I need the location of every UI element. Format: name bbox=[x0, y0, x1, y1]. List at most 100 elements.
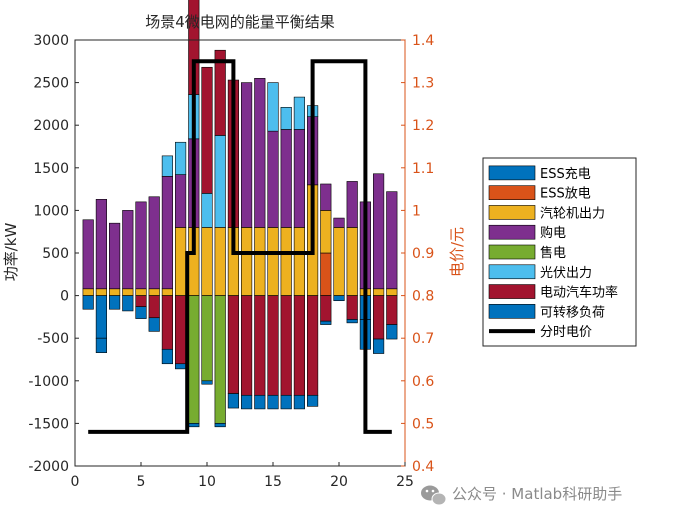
wechat-icon bbox=[421, 485, 447, 506]
bar-汽轮机出力-24 bbox=[386, 288, 398, 296]
x-tick-label: 20 bbox=[330, 474, 348, 490]
bar-汽轮机出力-6 bbox=[148, 288, 160, 296]
bar-购电-3 bbox=[109, 222, 121, 290]
bar-可转移负荷-18 bbox=[307, 394, 319, 407]
bar-购电-21 bbox=[346, 181, 358, 228]
bar-电动汽车功率-23 bbox=[373, 295, 385, 340]
bar-汽轮机出力-20 bbox=[333, 227, 345, 296]
bar-可转移负荷-5 bbox=[135, 306, 147, 319]
legend-swatch bbox=[488, 224, 536, 240]
bar-ESS充电-2 bbox=[95, 337, 107, 353]
bar-可转移负荷-19 bbox=[320, 320, 332, 325]
y-axis-label-right: 电价/元 bbox=[448, 227, 466, 277]
watermark: 公众号 · Matlab科研助手 bbox=[421, 485, 622, 506]
y-tick-label-left: 3000 bbox=[33, 33, 69, 49]
bar-电动汽车功率-8 bbox=[175, 295, 187, 365]
bar-购电-20 bbox=[333, 217, 345, 228]
bars-layer bbox=[82, 0, 398, 428]
legend-swatch bbox=[488, 185, 536, 200]
bar-可转移负荷-1 bbox=[82, 295, 94, 310]
bar-购电-19 bbox=[320, 183, 332, 211]
legend-swatch bbox=[488, 244, 536, 260]
bar-电动汽车功率-5 bbox=[135, 295, 147, 307]
bar-光伏出力-17 bbox=[293, 96, 305, 130]
legend-label: 汽轮机出力 bbox=[540, 206, 605, 221]
bar-购电-8 bbox=[175, 174, 187, 228]
legend-label: 购电 bbox=[540, 225, 566, 241]
bar-可转移负荷-3 bbox=[109, 295, 121, 310]
bar-汽轮机出力-7 bbox=[161, 288, 173, 296]
bar-可转移负荷-2 bbox=[95, 295, 107, 339]
bar-汽轮机出力-2 bbox=[95, 288, 107, 296]
y-tick-label-left: -500 bbox=[37, 331, 69, 347]
legend-label: 分时电价 bbox=[540, 325, 592, 340]
x-tick-label: 15 bbox=[264, 474, 282, 490]
bar-汽轮机出力-15 bbox=[267, 227, 279, 296]
bar-可转移负荷-24 bbox=[386, 324, 398, 340]
legend-label: 售电 bbox=[540, 245, 566, 261]
bar-汽轮机出力-19 bbox=[320, 210, 332, 254]
y-tick-label-right: 1.2 bbox=[412, 118, 434, 134]
legend-swatch bbox=[488, 264, 536, 280]
y-tick-label-left: 0 bbox=[60, 289, 69, 305]
y-tick-label-left: 1500 bbox=[33, 161, 69, 177]
bar-电动汽车功率-17 bbox=[293, 295, 305, 396]
bar-电动汽车功率-24 bbox=[386, 295, 398, 325]
bar-光伏出力-7 bbox=[161, 155, 173, 177]
bar-购电-7 bbox=[161, 176, 173, 290]
bar-电动汽车功率-21 bbox=[346, 295, 358, 320]
bar-可转移负荷-6 bbox=[148, 317, 160, 332]
legend-label: 可转移负荷 bbox=[540, 305, 605, 320]
bar-可转移负荷-14 bbox=[254, 394, 266, 410]
bar-光伏出力-16 bbox=[280, 107, 292, 130]
bar-可转移负荷-8 bbox=[175, 363, 187, 370]
bar-电动汽车功率-18 bbox=[307, 295, 319, 396]
y-tick-label-right: 1 bbox=[412, 203, 421, 219]
bar-光伏出力-8 bbox=[175, 141, 187, 175]
bar-电动汽车功率-16 bbox=[280, 295, 292, 396]
bar-汽轮机出力-13 bbox=[241, 227, 253, 296]
y-tick-label-right: 0.7 bbox=[412, 331, 434, 347]
bar-可转移负荷-15 bbox=[267, 394, 279, 410]
bar-可转移负荷-23 bbox=[373, 338, 385, 354]
bar-汽轮机出力-3 bbox=[109, 288, 121, 296]
bar-汽轮机出力-14 bbox=[254, 227, 266, 296]
legend-label: 光伏出力 bbox=[540, 266, 592, 281]
bar-可转移负荷-17 bbox=[293, 394, 305, 410]
watermark-text: 公众号 · Matlab科研助手 bbox=[452, 485, 622, 503]
bar-购电-24 bbox=[386, 191, 398, 290]
y-tick-label-right: 0.6 bbox=[412, 374, 434, 390]
y-tick-label-right: 1.3 bbox=[412, 76, 434, 92]
bar-购电-5 bbox=[135, 201, 147, 290]
bar-购电-17 bbox=[293, 129, 305, 228]
bar-售电-11 bbox=[214, 295, 226, 424]
legend-label: 电动汽车功率 bbox=[540, 285, 618, 301]
bar-售电-10 bbox=[201, 295, 213, 382]
bar-购电-2 bbox=[95, 199, 107, 290]
bar-光伏出力-15 bbox=[267, 82, 279, 132]
bar-可转移负荷-13 bbox=[241, 394, 253, 410]
price-layer bbox=[88, 59, 392, 434]
legend-swatch bbox=[488, 205, 536, 220]
legend-swatch bbox=[488, 304, 536, 319]
legend-swatch bbox=[488, 165, 536, 181]
y-tick-label-left: -1500 bbox=[28, 416, 69, 432]
bar-光伏出力-11 bbox=[214, 135, 226, 228]
legend-swatch bbox=[488, 284, 536, 299]
bar-光伏出力-10 bbox=[201, 193, 213, 228]
bar-汽轮机出力-23 bbox=[373, 288, 385, 296]
y-tick-label-right: 1.4 bbox=[412, 33, 434, 49]
bar-电动汽车功率-12 bbox=[227, 295, 239, 394]
y-tick-label-left: 2500 bbox=[33, 76, 69, 92]
y-tick-label-left: -1000 bbox=[28, 374, 69, 390]
y-tick-label-right: 1.1 bbox=[412, 161, 434, 177]
x-tick-label: 10 bbox=[198, 474, 216, 490]
bar-汽轮机出力-10 bbox=[201, 227, 213, 296]
bar-可转移负荷-4 bbox=[122, 295, 134, 312]
bar-电动汽车功率-10 bbox=[201, 66, 213, 194]
bar-电动汽车功率-13 bbox=[241, 295, 253, 396]
bar-汽轮机出力-17 bbox=[293, 227, 305, 296]
bar-可转移负荷-20 bbox=[333, 295, 345, 302]
